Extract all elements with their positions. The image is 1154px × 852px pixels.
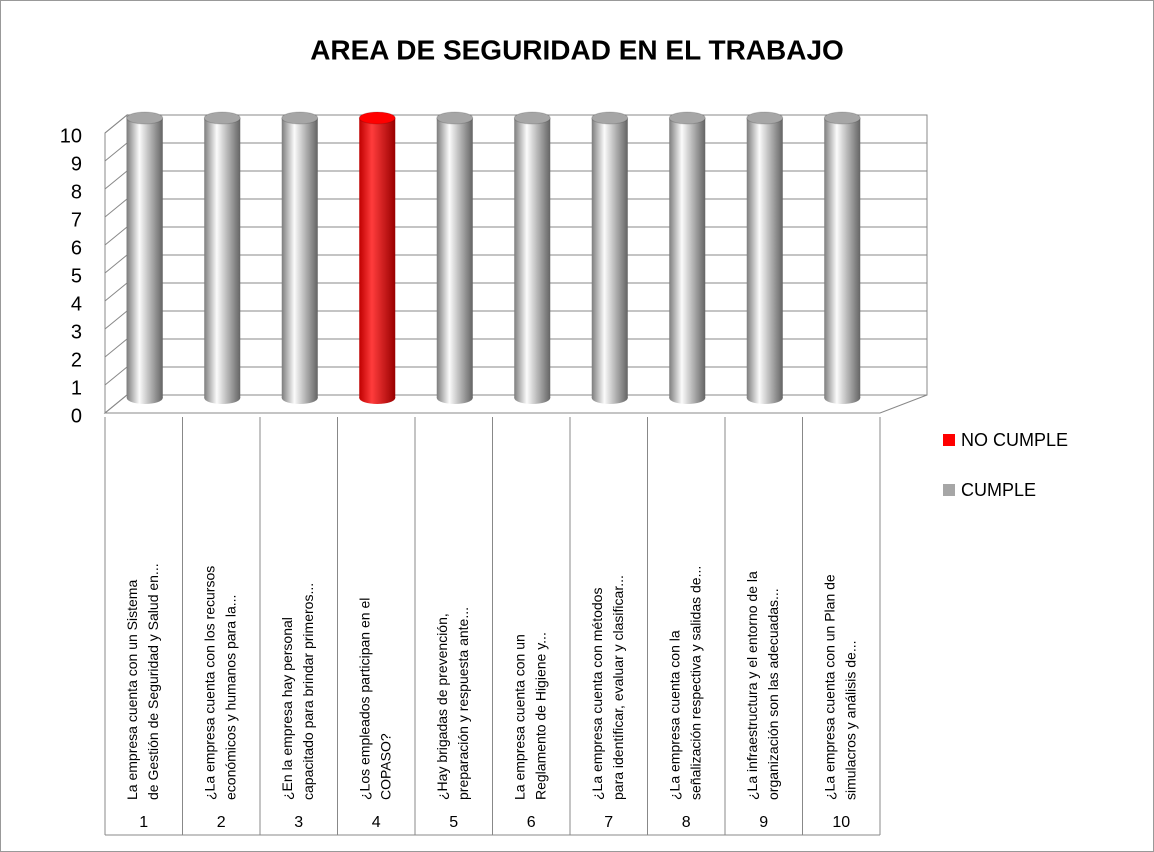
x-tick-label: ¿Hay brigadas de prevención, <box>434 613 450 800</box>
cylinder-body <box>591 118 628 398</box>
legend-swatch <box>943 434 955 446</box>
y-tick-label: 9 <box>71 153 82 175</box>
x-tick-label: para identificar, evaluar y clasificar..… <box>610 575 626 800</box>
cylinder-body <box>514 118 551 398</box>
legend-label: CUMPLE <box>961 480 1036 500</box>
x-tick-label: ¿Los empleados participan en el <box>356 598 372 800</box>
cylinder-bottom <box>514 392 551 404</box>
cylinder-bottom <box>824 392 861 404</box>
cylinder-top <box>513 111 551 125</box>
cylinder-body <box>281 118 318 398</box>
legend-swatch <box>943 484 955 496</box>
y-tick-label: 6 <box>71 237 82 259</box>
cylinder-bottom <box>126 392 163 404</box>
cylinder-top <box>746 111 784 125</box>
x-tick-label: económicos y humanos para la... <box>222 595 238 800</box>
y-tick-label: 2 <box>71 349 82 371</box>
cylinder-bottom <box>591 392 628 404</box>
grid-line-side <box>104 226 128 246</box>
cylinder-body <box>204 118 241 398</box>
grid-line-side <box>104 282 128 302</box>
x-tick-label: ¿La empresa cuenta con un Plan de <box>821 574 837 800</box>
category-number: 8 <box>682 814 691 831</box>
y-tick-label: 4 <box>71 293 82 315</box>
y-tick-label: 10 <box>60 125 82 147</box>
category-number: 3 <box>294 814 303 831</box>
y-tick-label: 8 <box>71 181 82 203</box>
cylinder-body <box>669 118 706 398</box>
x-tick-label: Reglamento de Higiene y... <box>532 632 548 800</box>
x-tick-label: COPASO? <box>377 733 393 800</box>
cylinder-top <box>126 111 164 125</box>
category-number: 7 <box>604 814 613 831</box>
x-tick-label: simulacros y análisis de... <box>842 640 858 800</box>
cylinder-bottom <box>669 392 706 404</box>
x-tick-label: La empresa cuenta con un <box>511 634 527 800</box>
cylinder-body <box>359 118 396 398</box>
x-tick-label: preparación y respuesta ante... <box>455 607 471 800</box>
cylinder-top <box>436 111 474 125</box>
grid-line-side <box>104 338 128 358</box>
category-number: 6 <box>527 814 536 831</box>
cylinder-body <box>746 118 783 398</box>
grid-line-side <box>104 114 128 134</box>
cylinder-body <box>824 118 861 398</box>
x-tick-label: ¿La empresa cuenta con los recursos <box>201 566 217 800</box>
cylinder-body <box>436 118 473 398</box>
grid-line-side <box>104 366 128 386</box>
grid-line-side <box>104 394 128 414</box>
grid-line-side <box>104 310 128 330</box>
cylinder-top <box>281 111 319 125</box>
cylinder-bottom <box>204 392 241 404</box>
category-number: 5 <box>449 814 458 831</box>
x-tick-label: capacitado para brindar primeros... <box>300 583 316 800</box>
x-tick-label: de Gestión de Seguridad y Salud en... <box>145 563 161 800</box>
cylinder-bottom <box>281 392 318 404</box>
y-tick-label: 5 <box>71 265 82 287</box>
y-tick-label: 0 <box>71 405 82 427</box>
cylinder-top <box>591 111 629 125</box>
x-tick-label: organización son las adecuadas... <box>765 588 781 800</box>
cylinder-body <box>126 118 163 398</box>
grid-line-side <box>104 254 128 274</box>
y-tick-label: 7 <box>71 209 82 231</box>
category-number: 1 <box>139 814 148 831</box>
cylinder-bottom <box>746 392 783 404</box>
x-tick-label: ¿La infraestructura y el entorno de la <box>744 571 760 800</box>
category-number: 4 <box>372 814 381 831</box>
cylinder-top <box>358 111 396 125</box>
x-tick-label: ¿En la empresa hay personal <box>279 617 295 800</box>
x-tick-label: ¿La empresa cuenta con métodos <box>589 588 605 800</box>
x-tick-label: La empresa cuenta con un Sistema <box>124 580 140 800</box>
cylinder-top <box>203 111 241 125</box>
category-number: 9 <box>759 814 768 831</box>
chart-title: AREA DE SEGURIDAD EN EL TRABAJO <box>310 34 844 65</box>
category-number: 2 <box>217 814 226 831</box>
x-tick-label: señalización respectiva y salidas de... <box>687 566 703 800</box>
category-number: 10 <box>832 814 850 831</box>
cylinder-top <box>668 111 706 125</box>
cylinder-top <box>823 111 861 125</box>
grid-line-side <box>104 142 128 162</box>
y-tick-label: 1 <box>71 377 82 399</box>
x-tick-label: ¿La empresa cuenta con la <box>666 630 682 800</box>
legend-label: NO CUMPLE <box>961 430 1068 450</box>
cylinder-bottom <box>359 392 396 404</box>
y-tick-label: 3 <box>71 321 82 343</box>
grid-line-side <box>104 170 128 190</box>
grid-line-side <box>104 198 128 218</box>
cylinder-bottom <box>436 392 473 404</box>
